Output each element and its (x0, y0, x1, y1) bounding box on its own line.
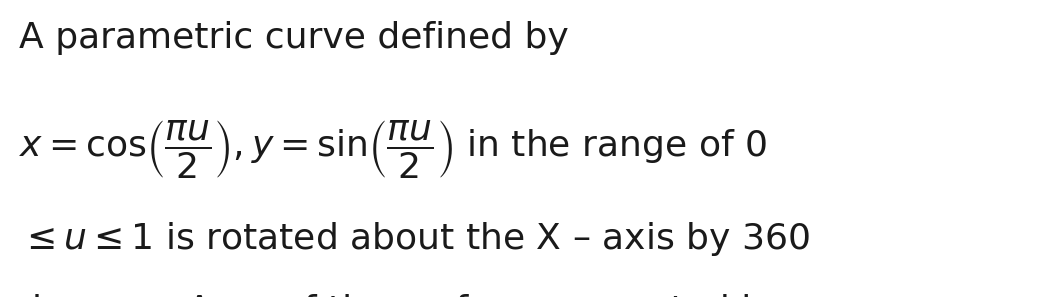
Text: degrees. Area of the surface generated is: degrees. Area of the surface generated i… (19, 294, 769, 297)
Text: A parametric curve defined by: A parametric curve defined by (19, 21, 569, 55)
Text: $\leq u \leq 1$ is rotated about the X – axis by 360: $\leq u \leq 1$ is rotated about the X –… (19, 220, 810, 258)
Text: $x = \cos\!\left(\dfrac{\pi u}{2}\right), y = \sin\!\left(\dfrac{\pi u}{2}\right: $x = \cos\!\left(\dfrac{\pi u}{2}\right)… (19, 119, 767, 181)
